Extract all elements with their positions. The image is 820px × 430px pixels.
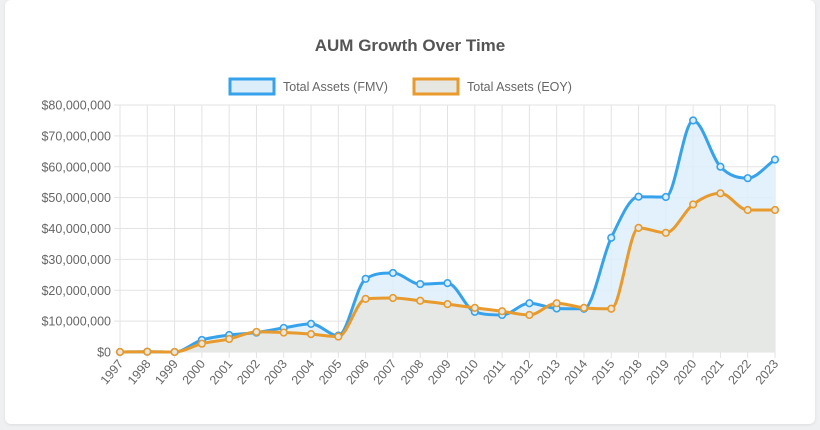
x-tick-label: 2021 — [698, 357, 727, 387]
data-point[interactable] — [770, 155, 780, 164]
data-point[interactable] — [252, 327, 261, 337]
x-tick-label: 2005 — [316, 357, 345, 387]
x-tick-label: 2023 — [753, 357, 782, 387]
x-tick-label: 2002 — [234, 357, 263, 387]
data-point[interactable] — [115, 347, 125, 357]
data-point[interactable] — [552, 299, 561, 308]
series-points — [115, 116, 780, 357]
y-tick-label: $20,000,000 — [41, 284, 111, 298]
data-point[interactable] — [306, 319, 316, 329]
data-point[interactable] — [525, 299, 534, 308]
data-point[interactable] — [743, 205, 752, 215]
data-point[interactable] — [634, 223, 643, 232]
x-tick-label: 2000 — [180, 357, 209, 387]
y-tick-label: $60,000,000 — [41, 160, 111, 174]
data-point[interactable] — [388, 268, 398, 278]
data-point[interactable] — [470, 303, 479, 312]
series-area — [120, 120, 775, 352]
x-tick-label: 2011 — [480, 357, 508, 387]
x-tick-label: 2008 — [398, 357, 427, 387]
x-tick-label: 2009 — [425, 357, 454, 387]
data-point[interactable] — [743, 174, 752, 183]
y-tick-label: $30,000,000 — [41, 253, 111, 267]
legend-label: Total Assets (FMV) — [283, 80, 388, 94]
y-tick-label: $80,000,000 — [41, 99, 111, 113]
y-tick-label: $10,000,000 — [41, 315, 111, 329]
x-axis: 1997199819992000200120022003200420052006… — [98, 357, 782, 387]
x-tick-label: 2018 — [616, 357, 645, 387]
data-point[interactable] — [443, 279, 452, 288]
legend-item[interactable]: Total Assets (EOY) — [412, 77, 572, 96]
legend[interactable]: Total Assets (FMV) Total Assets (EOY) — [228, 77, 572, 96]
data-point[interactable] — [634, 192, 643, 201]
data-point[interactable] — [661, 192, 670, 202]
data-point[interactable] — [497, 307, 507, 316]
data-point[interactable] — [416, 296, 425, 305]
data-point[interactable] — [170, 347, 179, 357]
chart-title: AUM Growth Over Time — [315, 36, 506, 55]
data-point[interactable] — [689, 116, 698, 125]
data-point[interactable] — [525, 310, 534, 320]
y-tick-label: $70,000,000 — [41, 129, 111, 143]
data-point[interactable] — [334, 332, 343, 341]
data-point[interactable] — [416, 279, 425, 289]
data-point[interactable] — [770, 205, 780, 215]
x-tick-label: 1999 — [152, 357, 181, 387]
data-point[interactable] — [388, 293, 398, 303]
x-tick-label: 2014 — [562, 357, 591, 387]
y-tick-label: $40,000,000 — [41, 222, 111, 236]
x-tick-label: 2019 — [644, 357, 673, 387]
legend-swatch — [412, 77, 460, 96]
data-point[interactable] — [279, 328, 288, 337]
x-tick-label: 2022 — [725, 357, 754, 387]
data-point[interactable] — [661, 228, 670, 237]
x-tick-label: 2020 — [671, 357, 700, 387]
y-axis: $0 $10,000,000 $20,000,000 $30,000,000 $40,0… — [41, 99, 111, 360]
data-point[interactable] — [225, 334, 234, 344]
x-tick-label: 2003 — [261, 357, 290, 387]
legend-item[interactable]: Total Assets (FMV) — [228, 77, 388, 96]
x-tick-label: 2012 — [507, 357, 536, 387]
x-tick-label: 2013 — [534, 357, 563, 387]
data-point[interactable] — [197, 339, 206, 348]
x-tick-label: 2006 — [343, 357, 372, 387]
x-tick-label: 2004 — [289, 357, 318, 387]
data-point[interactable] — [579, 303, 589, 312]
data-point[interactable] — [689, 200, 698, 209]
x-tick-label: 2010 — [452, 357, 481, 387]
x-tick-label: 2001 — [207, 357, 236, 387]
data-point[interactable] — [143, 347, 152, 356]
data-point[interactable] — [443, 300, 452, 309]
data-point[interactable] — [607, 304, 616, 313]
data-point[interactable] — [361, 294, 370, 303]
data-point[interactable] — [306, 329, 316, 339]
x-tick-label: 1997 — [98, 357, 127, 387]
data-point[interactable] — [361, 274, 370, 283]
y-tick-label: $50,000,000 — [41, 191, 111, 205]
data-point[interactable] — [607, 233, 616, 242]
data-point[interactable] — [716, 162, 725, 171]
data-point[interactable] — [716, 189, 725, 198]
legend-swatch — [228, 77, 276, 96]
x-tick-label: 1998 — [125, 357, 154, 387]
legend-label: Total Assets (EOY) — [467, 80, 572, 94]
x-tick-label: 2007 — [371, 357, 400, 387]
y-tick-label: $0 — [97, 346, 111, 360]
x-tick-label: 2015 — [589, 357, 618, 387]
